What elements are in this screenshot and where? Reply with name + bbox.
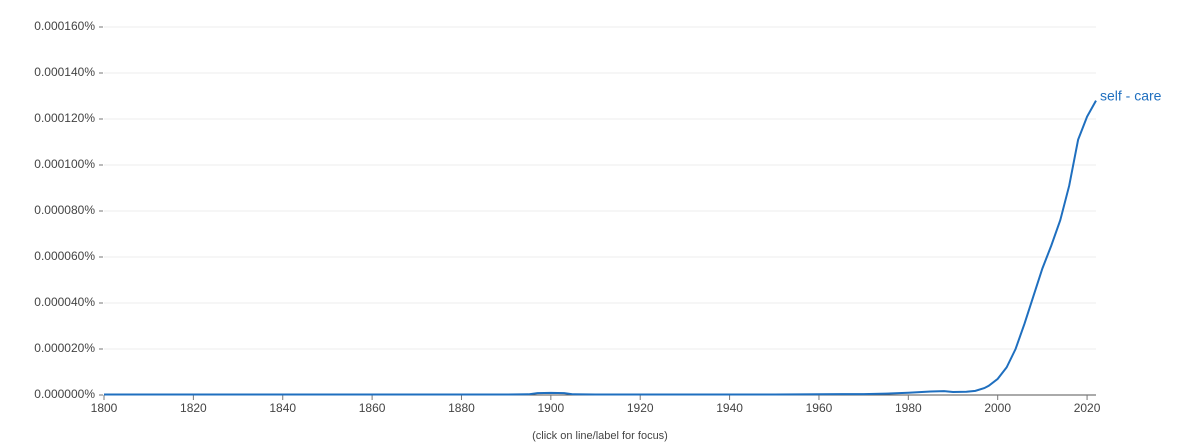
series-label[interactable]: self - care — [1100, 87, 1162, 103]
y-tick-label: 0.000140% — [34, 65, 95, 79]
x-tick-label: 2000 — [984, 401, 1011, 415]
x-tick-label: 1840 — [269, 401, 296, 415]
y-tick-label: 0.000160% — [34, 19, 95, 33]
x-tick-label: 2020 — [1074, 401, 1101, 415]
y-tick-label: 0.000080% — [34, 203, 95, 217]
y-tick-label: 0.000020% — [34, 341, 95, 355]
focus-note: (click on line/label for focus) — [532, 430, 668, 442]
x-tick-label: 1920 — [627, 401, 654, 415]
y-tick-label: 0.000000% — [34, 387, 95, 401]
x-tick-label: 1900 — [537, 401, 564, 415]
x-tick-label: 1820 — [180, 401, 207, 415]
x-tick-label: 1880 — [448, 401, 475, 415]
y-tick-label: 0.000100% — [34, 157, 95, 171]
series-line[interactable] — [104, 100, 1097, 396]
y-tick-label: 0.000120% — [34, 111, 95, 125]
x-tick-label: 1960 — [806, 401, 833, 415]
x-tick-label: 1860 — [359, 401, 386, 415]
x-tick-label: 1800 — [91, 401, 118, 415]
y-tick-label: 0.000060% — [34, 249, 95, 263]
x-tick-label: 1940 — [716, 401, 743, 415]
y-tick-label: 0.000040% — [34, 295, 95, 309]
x-tick-label: 1980 — [895, 401, 922, 415]
